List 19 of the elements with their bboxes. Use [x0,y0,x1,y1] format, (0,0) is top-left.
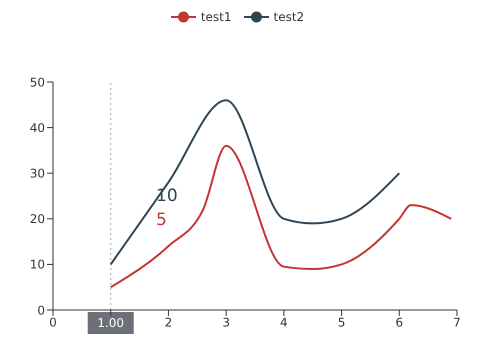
x-tick-label: 3 [222,316,230,330]
line-series [110,144,452,288]
y-tick-label: 30 [30,166,45,180]
x-tick-label: 2 [164,316,172,330]
x-tick-label: 0 [49,316,57,330]
legend-label: test2 [272,10,304,24]
y-tick-label: 10 [30,258,45,272]
line-series [110,99,400,266]
ref-line-label: 1.00 [97,316,124,330]
x-tick-label: 4 [280,316,288,330]
x-tick-label: 5 [338,316,346,330]
y-tick-label: 0 [37,303,45,318]
legend-label: test1 [200,10,232,24]
x-tick-label: 7 [453,316,461,330]
y-tick-label: 40 [30,120,45,135]
y-tick-label: 50 [30,75,45,90]
x-tick-label: 6 [395,316,404,330]
y-tick-label: 20 [30,212,45,226]
annotation: 5 [156,210,167,230]
